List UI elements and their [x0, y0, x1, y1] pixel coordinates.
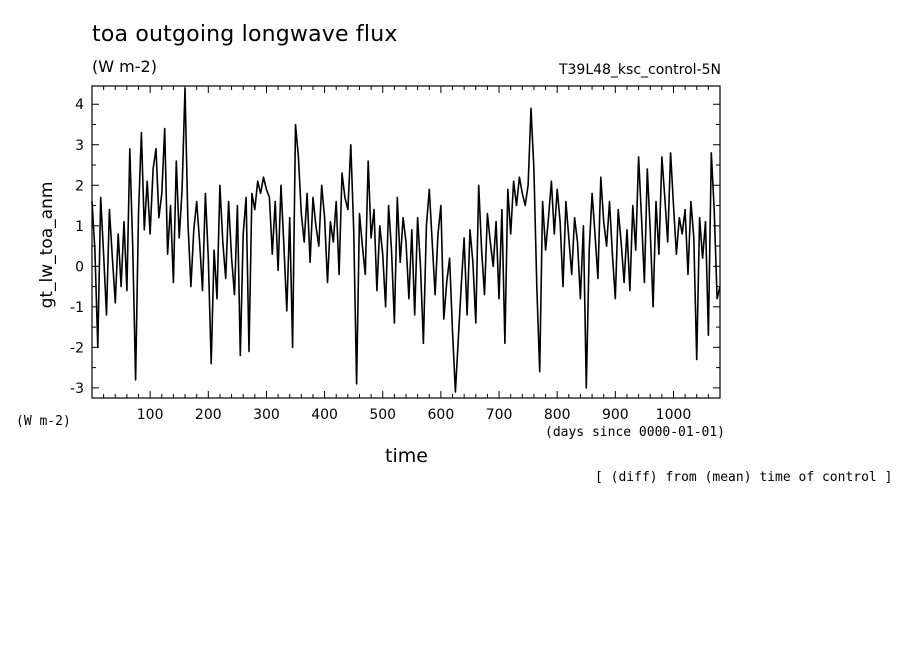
x-tick-label: 600: [428, 407, 455, 423]
run-name-label: T39L48_ksc_control-5N: [558, 62, 721, 78]
chart-title: toa outgoing longwave flux: [92, 22, 398, 47]
y-tick-label: 1: [75, 219, 84, 235]
y-tick-label: -2: [70, 340, 84, 356]
x-tick-label: 300: [253, 407, 280, 423]
x-tick-label: 400: [311, 407, 338, 423]
y-tick-label: 2: [75, 178, 84, 194]
x-axis-label: time: [385, 445, 428, 467]
y-tick-label: 3: [75, 138, 84, 154]
x-tick-label: 700: [486, 407, 513, 423]
series-layer: [91, 87, 721, 393]
x-units-label: (days since 0000-01-01): [545, 425, 726, 440]
axis-ticks: 100 200 300 400 500 600 700 800 900 1000 -3 -2 -1 0 1 2…: [70, 86, 720, 423]
y-units-label: (W m-2): [16, 414, 71, 429]
series-line: [91, 87, 721, 393]
x-tick-label: 900: [602, 407, 629, 423]
y-tick-label: -1: [70, 300, 84, 316]
chart-units: (W m-2): [92, 57, 157, 76]
y-tick-label: 0: [75, 259, 84, 275]
chart-note: [ (diff) from (mean) time of control ]: [595, 470, 893, 485]
x-tick-label: 500: [369, 407, 396, 423]
y-tick-label: 4: [75, 97, 84, 113]
x-tick-label: 100: [137, 407, 164, 423]
x-tick-label: 800: [544, 407, 571, 423]
x-tick-label: 200: [195, 407, 222, 423]
y-tick-label: -3: [70, 381, 84, 397]
x-tick-label: 1000: [656, 407, 692, 423]
y-axis-label: gt_lw_toa_anm: [37, 182, 57, 309]
